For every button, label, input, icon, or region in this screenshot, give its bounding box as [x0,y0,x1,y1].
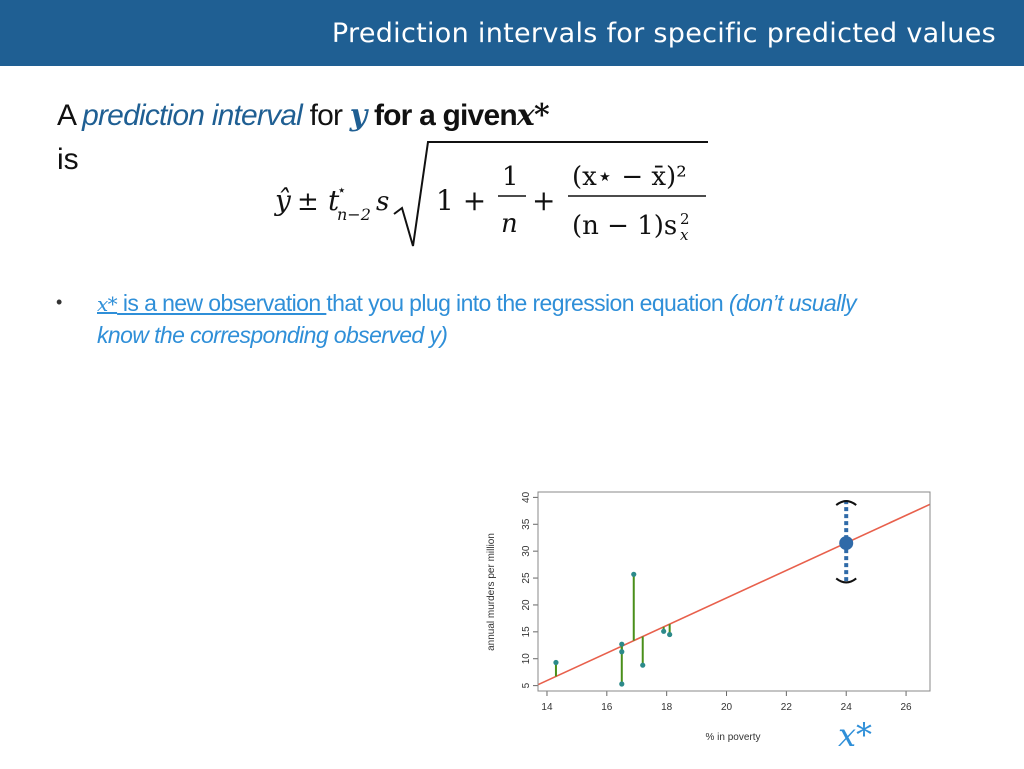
lower-bound-bracket [835,577,857,584]
upper-bound-bracket [835,500,857,506]
x-tick-label: 20 [721,702,733,713]
svg-text:1: 1 [502,162,519,192]
plot-frame [537,491,931,692]
svg-text:n: n [501,209,518,239]
svg-text:s: s [376,187,389,217]
word-for: for [309,99,343,132]
y-axis-label: annual murders per million [486,533,497,651]
data-point [661,628,667,634]
y-tick-label: 25 [521,572,532,584]
x-star-symbol: x* [97,292,118,316]
predicted-value-point [839,536,854,551]
svg-text:(x⋆ − x̄)²: (x⋆ − x̄)² [572,162,687,192]
svg-text:⋆: ⋆ [337,181,346,199]
slide-title: Prediction intervals for specific predic… [331,18,996,49]
svg-text:1 +: 1 + [436,184,486,217]
bullet-text: x* is a new observation that you plug in… [97,288,887,351]
new-observation-text: is a new observation [117,290,327,316]
x-tick-label: 14 [541,702,553,713]
svg-text:(n − 1)s: (n − 1)s [572,211,677,241]
regression-line [537,503,931,686]
definition-line: A prediction interval for y for a givenx… [57,98,550,133]
scatter-plot: 14 16 18 20 22 24 26 5 10 15 20 25 30 35 40 % in pover… [486,491,931,743]
data-point [553,659,559,666]
x-tick-label: 18 [661,702,673,713]
y-tick-label: 35 [521,518,532,530]
y-tick-label: 15 [521,626,532,638]
y-variable: y [349,98,367,133]
prediction-interval-term: prediction interval [82,99,303,132]
x-star-annotation: x* [838,716,873,754]
data-point [619,681,625,687]
data-point [619,649,625,655]
title-banner: Prediction intervals for specific predic… [0,0,1024,66]
x-tick-label: 26 [900,702,912,713]
y-tick-label: 20 [521,599,532,611]
data-point [631,571,637,577]
for-a-given-text: for a given [373,99,518,132]
y-tick-label: 5 [521,682,532,688]
x-tick-label: 16 [601,702,613,713]
data-point [619,641,625,647]
svg-text:t: t [328,184,340,217]
y-tick-label: 40 [521,491,532,503]
svg-text:x: x [680,226,689,244]
y-tick-label: 30 [521,545,532,557]
x-tick-label: 22 [781,702,793,713]
svg-text:n−2: n−2 [337,205,371,224]
svg-text:+: + [532,184,555,217]
x-tick-label: 24 [841,702,853,713]
svg-text:±: ± [297,187,319,217]
bullet-marker: • [56,292,63,312]
svg-text:ŷ: ŷ [273,184,292,217]
data-point [667,631,673,638]
y-tick-label: 10 [521,653,532,665]
bullet-rest-text: that you plug into the regression equati… [326,290,729,316]
prediction-interval-formula: ŷ ± t ⋆ n−2 s 1 + 1 n + (x⋆ − x̄)² (n − … [273,141,708,247]
data-point [640,662,646,668]
svg-text:2: 2 [680,210,690,228]
word-a: A [57,99,75,132]
x-axis-label: % in poverty [705,732,760,743]
x-star-variable: x* [516,98,550,133]
bullet-note: (don’t usually know the corresponding ob… [97,290,857,348]
word-is: is [57,143,79,176]
